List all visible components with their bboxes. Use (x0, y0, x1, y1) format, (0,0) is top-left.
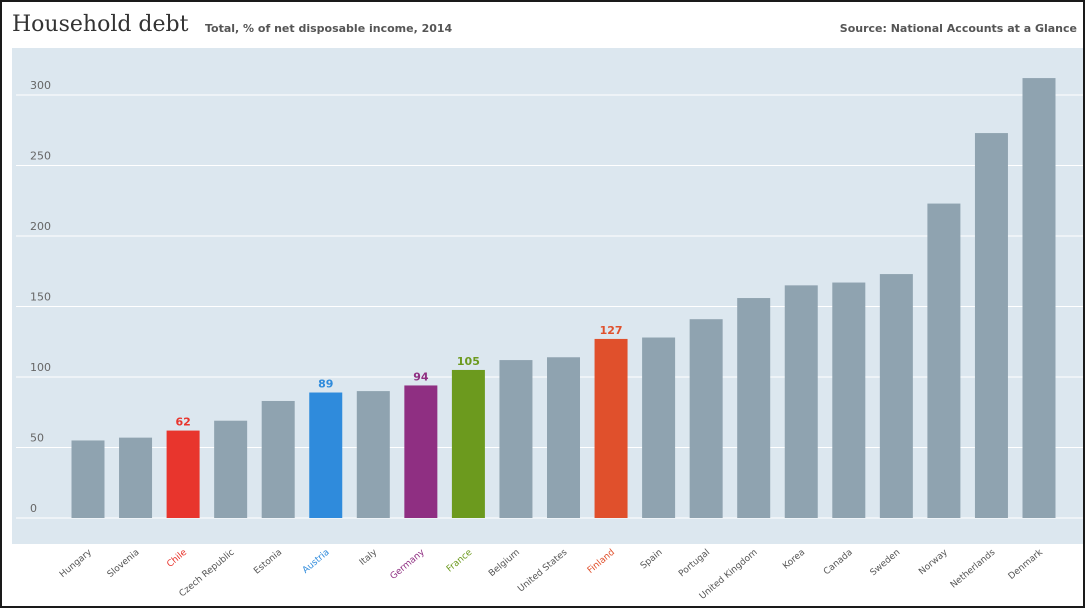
bar (309, 392, 343, 518)
chart-title: Household debt (12, 12, 189, 37)
data-label: 94 (413, 370, 429, 383)
bar (832, 282, 866, 518)
x-tick-label: Estonia (252, 548, 284, 577)
bar (261, 400, 295, 518)
x-tick-label: Denmark (1007, 547, 1046, 582)
y-tick-label: 300 (30, 79, 51, 92)
x-tick-label: Sweden (869, 548, 903, 579)
y-tick-label: 50 (30, 432, 44, 445)
data-label: 127 (600, 324, 623, 337)
x-tick-label: United States (516, 547, 569, 594)
x-tick-label: Germany (389, 547, 428, 582)
y-tick-label: 200 (30, 220, 51, 233)
bar-chart: 0 50 100 150 200 250 300 62 89 94 105 127 Hungary S… (12, 48, 1083, 602)
bar (974, 133, 1008, 518)
x-tick-label: Hungary (58, 547, 94, 580)
x-tick-label: Canada (822, 548, 855, 578)
x-tick-label: Austria (301, 548, 332, 576)
chart-subtitle: Total, % of net disposable income, 2014 (205, 22, 453, 35)
x-tick-label: Italy (358, 547, 380, 568)
data-label: 62 (175, 416, 190, 429)
data-label: 89 (318, 378, 333, 391)
x-tick-label: Spain (639, 548, 665, 572)
bar (594, 338, 628, 518)
y-tick-label: 150 (30, 291, 51, 304)
x-tick-label: Netherlands (949, 547, 998, 590)
data-label: 105 (457, 355, 480, 368)
bar (451, 369, 485, 518)
y-tick-label: 0 (30, 502, 37, 515)
x-tick-label: Slovenia (106, 548, 142, 580)
x-tick-label: Norway (917, 547, 950, 577)
bar (356, 391, 390, 518)
bar (642, 337, 676, 518)
x-tick-label: Chile (165, 547, 189, 569)
bar (404, 385, 438, 518)
data-labels: 62 89 94 105 127 (175, 324, 622, 429)
bar (214, 420, 248, 518)
x-tick-label: Portugal (677, 548, 712, 580)
chart-source: Source: National Accounts at a Glance (839, 22, 1077, 35)
x-tick-label: Korea (781, 548, 807, 572)
x-tick-label: Finland (586, 548, 617, 576)
bar (499, 360, 533, 518)
bar (879, 274, 913, 518)
y-tick-label: 100 (30, 361, 51, 374)
y-tick-label: 250 (30, 150, 51, 163)
bar (927, 203, 961, 518)
bar (784, 285, 818, 518)
chart-header: Household debt Total, % of net disposabl… (2, 2, 1083, 48)
bar (547, 357, 580, 518)
bar (71, 440, 105, 518)
y-axis-ticks: 0 50 100 150 200 250 300 (30, 79, 51, 515)
bar (119, 437, 153, 518)
x-tick-label: Belgium (487, 548, 522, 579)
bar (689, 319, 723, 518)
bars (71, 78, 1056, 518)
x-tick-label: France (445, 547, 475, 574)
bar (737, 298, 771, 518)
bar (166, 430, 200, 518)
bar (1022, 78, 1056, 518)
